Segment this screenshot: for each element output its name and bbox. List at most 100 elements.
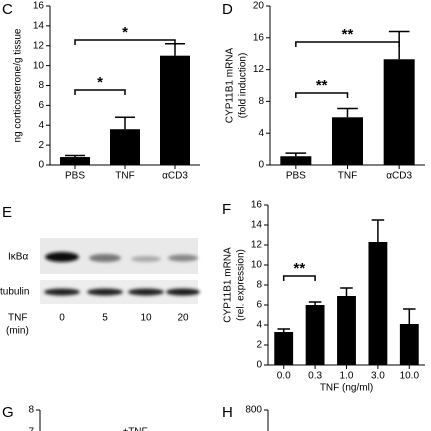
error-bar	[285, 152, 307, 157]
panel-letter: F	[222, 201, 231, 218]
x-tick-label: 3.0	[371, 371, 385, 382]
error-bar	[371, 219, 385, 242]
y-tick-label: 6	[38, 100, 44, 111]
lane: 10	[140, 313, 152, 324]
y-tick-label: 12	[253, 64, 265, 75]
error-bar	[403, 308, 416, 324]
y-axis-label: ng corticosterone/g tissue	[13, 28, 24, 142]
x-tick-label: 1.0	[340, 371, 354, 382]
x-tick-label: TNF	[115, 171, 134, 182]
y-tick-label: 14	[251, 220, 263, 231]
significance-label: **	[342, 26, 354, 43]
significance-label: **	[294, 260, 306, 277]
y-axis-label: CYP11B1 mRNA	[223, 247, 234, 323]
bar	[332, 117, 363, 165]
bar	[274, 332, 294, 365]
x-tick-label: αCD3	[386, 171, 412, 182]
y-tick-label: 8	[28, 405, 34, 416]
x-tick-label: 10.0	[400, 371, 420, 382]
x-tick-label: PBS	[65, 171, 85, 182]
band	[87, 288, 123, 296]
y-tick-label: 16	[33, 1, 45, 12]
y-tick-label: 0	[38, 160, 44, 171]
significance-bracket	[282, 275, 316, 281]
lane-label: TNF	[8, 313, 27, 324]
significance-label: *	[97, 74, 103, 91]
blot-row-label: IκBα	[8, 252, 28, 263]
y-tick-label: 4	[38, 120, 44, 131]
y-tick-label: 16	[253, 32, 265, 43]
x-tick-label: 0.0	[277, 371, 291, 382]
bar	[160, 55, 190, 165]
band	[131, 256, 161, 262]
panel-letter: G	[2, 404, 14, 421]
error-bar	[340, 287, 353, 296]
y-tick-label: 0	[256, 360, 262, 371]
y-tick-label: 4	[258, 128, 264, 139]
bar	[60, 157, 90, 165]
panel-letter: H	[222, 404, 233, 421]
y-tick-label: 10	[251, 260, 263, 271]
y-axis-label: (rel. expression)	[236, 249, 247, 321]
significance-bracket	[295, 41, 400, 47]
error-bar	[337, 107, 358, 118]
bar	[368, 242, 388, 365]
error-bar	[115, 116, 135, 130]
bar	[110, 129, 140, 165]
y-tick-label: 8	[258, 96, 264, 107]
lane: 5	[102, 313, 108, 324]
y-tick-label: 4	[256, 320, 262, 331]
error-bar	[277, 328, 290, 332]
error-bar	[308, 301, 322, 305]
y-tick-label: 7	[28, 427, 34, 431]
x-tick-label: PBS	[286, 171, 306, 182]
y-tick-label: 8	[38, 80, 44, 91]
panel-letter: D	[222, 1, 233, 18]
bar	[305, 305, 325, 365]
band	[168, 254, 198, 262]
band	[128, 288, 164, 296]
y-tick-label: 16	[251, 200, 263, 211]
bar	[399, 324, 419, 365]
lane: 20	[177, 313, 189, 324]
lane: 0	[59, 313, 65, 324]
y-tick-label: 12	[33, 40, 45, 51]
significance-bracket	[74, 39, 176, 45]
y-tick-label: 2	[256, 340, 262, 351]
bar	[280, 156, 312, 165]
panel-letter: E	[2, 204, 12, 221]
x-tick-label: αCD3	[162, 171, 188, 182]
blot-bands	[44, 252, 200, 296]
error-bar	[65, 154, 85, 158]
bar	[383, 59, 415, 165]
x-axis-label: TNF (ng/ml)	[320, 383, 373, 394]
y-tick-label: 6	[256, 300, 262, 311]
y-tick-label: 0	[258, 160, 264, 171]
y-tick-label: 10	[33, 60, 45, 71]
band	[166, 288, 200, 296]
y-axis-label: CYP11B1 mRNA	[225, 47, 236, 123]
band	[44, 288, 80, 296]
y-tick-label: 14	[33, 21, 45, 32]
y-tick-label: 800	[245, 405, 262, 416]
bar	[337, 296, 356, 365]
y-axis-label: (fold induction)	[238, 53, 249, 119]
panel-letter: C	[2, 1, 13, 18]
annotation: +TNF	[122, 427, 147, 431]
y-tick-label: 2	[38, 140, 44, 151]
band	[45, 252, 79, 262]
lane-label: (min)	[6, 326, 29, 337]
band	[89, 254, 121, 262]
significance-bracket	[295, 92, 349, 98]
y-tick-label: 20	[253, 1, 265, 12]
y-tick-label: 8	[256, 280, 262, 291]
significance-label: *	[122, 24, 128, 41]
significance-bracket	[74, 89, 126, 95]
x-tick-label: 0.3	[308, 371, 322, 382]
blot-row-label: tubulin	[0, 287, 29, 298]
y-tick-label: 12	[251, 240, 263, 251]
x-tick-label: TNF	[338, 171, 357, 182]
significance-label: **	[316, 77, 328, 94]
